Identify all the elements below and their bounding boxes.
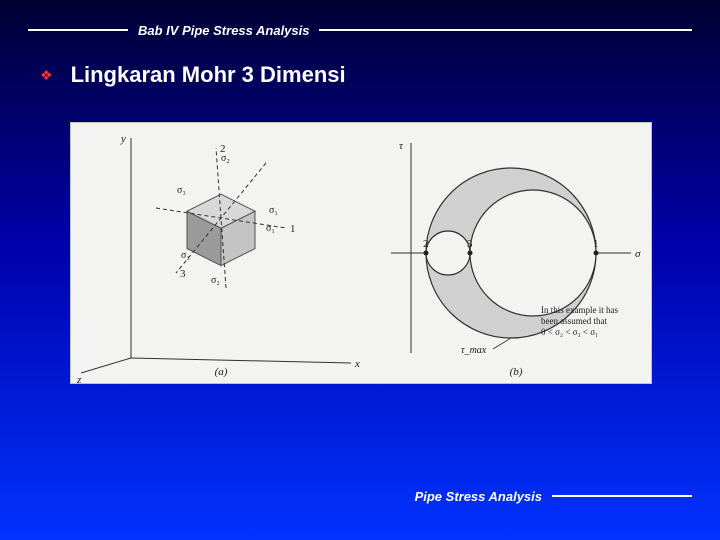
diamond-bullet-icon: ❖ <box>40 68 53 82</box>
svg-text:x: x <box>354 358 360 370</box>
figure-panel: yxz123σ₁σ₁σ₂σ₂σ₃σ₃(a)τσ123τ_maxIn this e… <box>70 122 652 384</box>
footer-title: Pipe Stress Analysis <box>415 489 542 504</box>
svg-text:(a): (a) <box>215 366 228 378</box>
svg-text:σ: σ <box>635 248 641 260</box>
header-title: Bab IV Pipe Stress Analysis <box>138 23 309 38</box>
svg-text:z: z <box>76 374 82 383</box>
footer-row: Pipe Stress Analysis <box>0 486 720 506</box>
svg-text:y: y <box>120 133 126 145</box>
svg-text:1: 1 <box>593 238 599 250</box>
svg-text:2: 2 <box>423 238 429 250</box>
figure-svg: yxz123σ₁σ₁σ₂σ₂σ₃σ₃(a)τσ123τ_maxIn this e… <box>71 123 651 383</box>
section-heading: ❖ Lingkaran Mohr 3 Dimensi <box>40 62 346 88</box>
svg-text:3: 3 <box>180 268 186 280</box>
svg-text:In this example it has: In this example it has <box>541 305 618 315</box>
section-title: Lingkaran Mohr 3 Dimensi <box>71 62 346 88</box>
header-rule-right <box>319 29 692 31</box>
svg-text:1: 1 <box>290 223 296 235</box>
svg-text:0 < σ₂ < σ₃ < σ₁: 0 < σ₂ < σ₃ < σ₁ <box>541 327 598 337</box>
svg-text:σ₃: σ₃ <box>177 185 186 196</box>
svg-text:τ_max: τ_max <box>461 345 487 356</box>
svg-text:τ: τ <box>399 140 404 152</box>
header-row: Bab IV Pipe Stress Analysis <box>0 20 720 40</box>
svg-text:σ₁: σ₁ <box>269 205 278 216</box>
footer-rule-right <box>552 495 692 497</box>
svg-text:been assumed that: been assumed that <box>541 316 607 326</box>
svg-text:σ₃: σ₃ <box>181 250 190 261</box>
svg-text:σ₂: σ₂ <box>221 153 230 164</box>
slide: Bab IV Pipe Stress Analysis ❖ Lingkaran … <box>0 0 720 540</box>
svg-text:σ₂: σ₂ <box>211 275 220 286</box>
header-rule-left <box>28 29 128 31</box>
svg-text:σ₁: σ₁ <box>266 223 275 234</box>
svg-text:(b): (b) <box>510 366 523 378</box>
svg-text:3: 3 <box>467 238 473 250</box>
